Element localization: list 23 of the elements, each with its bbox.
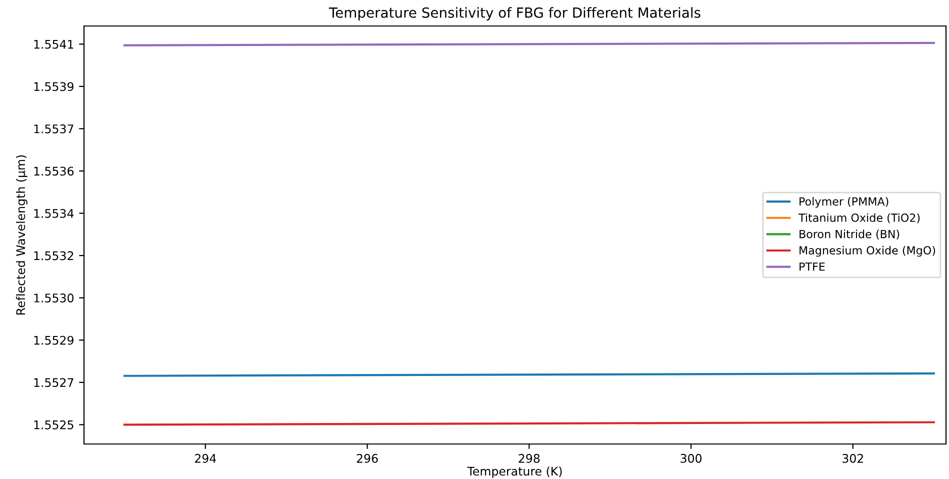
legend-label: Boron Nitride (BN)	[800, 230, 900, 240]
y-tick-label: 1.5534	[34, 208, 74, 218]
y-tick-label: 1.5529	[34, 336, 74, 345]
y-tick-label: 1.5530	[34, 294, 74, 302]
x-tick-label: 296	[356, 454, 378, 463]
x-tick-label: 294	[195, 454, 216, 463]
x-tick-label: 302	[842, 454, 864, 463]
x-axis-title: Temperature (K)	[467, 466, 562, 478]
y-tick-label: 1.5525	[34, 420, 74, 430]
x-tick-label: 298	[518, 454, 540, 463]
y-tick-label: 1.5537	[34, 124, 74, 134]
y-tick-label: 1.5527	[34, 378, 74, 388]
legend-label: PTFE	[800, 262, 825, 271]
chart-title: Temperature Sensitivity of FBG for Different Materials	[328, 7, 700, 21]
legend-label: Titanium Oxide (TiO2)	[798, 213, 920, 224]
legend-label: Magnesium Oxide (MgO)	[800, 246, 936, 257]
y-axis-title: Reflected Wavelength (μm)	[16, 155, 28, 314]
y-tick-label: 1.5541	[34, 40, 74, 49]
y-tick-label: 1.5536	[34, 166, 74, 176]
y-tick-label: 1.5539	[34, 82, 74, 92]
x-tick-label: 300	[680, 454, 702, 463]
legend-label: Polymer (PMMA)	[800, 197, 888, 208]
y-tick-label: 1.5532	[34, 251, 74, 260]
